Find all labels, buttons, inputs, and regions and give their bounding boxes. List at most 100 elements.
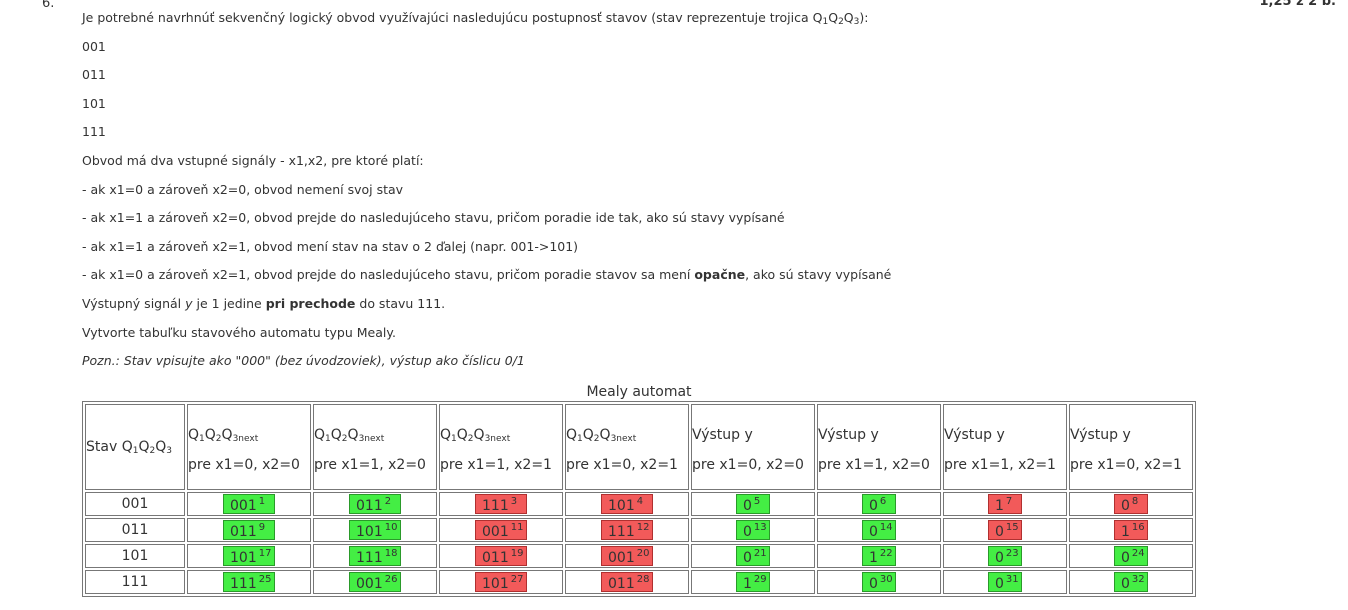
answer-input-output[interactable]: 1 22 [862,545,896,566]
next-state-cell: 011 9 [187,517,311,542]
answer-value: 111 [608,523,635,540]
answer-index: 21 [753,547,767,559]
output-cell: 0 24 [1069,543,1193,568]
rule-1: - ak x1=0 a zároveň x2=0, obvod nemení s… [82,181,404,197]
answer-index: 27 [510,573,524,585]
answer-input-state[interactable]: 101 4 [601,493,653,514]
output-header: Výstup y pre x1=1, x2=1 [943,403,1067,490]
table-row: 011 011 9 101 10 001 11 111 12 0 13 0 14 0 15 1 16 [85,517,1193,542]
next-state-cell: 001 26 [313,569,437,594]
state-cell: 101 [85,543,185,568]
answer-index: 32 [1131,573,1145,585]
answer-input-output[interactable]: 0 32 [1114,571,1148,592]
answer-value: 001 [356,575,383,592]
next-state-cell: 111 18 [313,543,437,568]
answer-input-output[interactable]: 0 14 [862,519,896,540]
answer-index: 23 [1005,547,1019,559]
answer-input-output[interactable]: 0 23 [988,545,1022,566]
next-state-cell: 011 28 [565,569,689,594]
answer-input-output[interactable]: 0 31 [988,571,1022,592]
state-cell: 111 [85,569,185,594]
answer-value: 0 [743,497,752,514]
answer-input-output[interactable]: 0 21 [736,545,770,566]
output-cell: 0 31 [943,569,1067,594]
answer-input-output[interactable]: 0 13 [736,519,770,540]
state-item: 011 [82,67,106,83]
output-cell: 0 32 [1069,569,1193,594]
next-state-cell: 111 25 [187,569,311,594]
output-cell: 0 15 [943,517,1067,542]
state-cell: 011 [85,517,185,542]
answer-input-state[interactable]: 011 2 [349,493,401,514]
answer-value: 001 [608,549,635,566]
answer-value: 011 [608,575,635,592]
answer-index: 17 [258,547,272,559]
answer-value: 101 [608,497,635,514]
table-row: 101 101 17 111 18 011 19 001 20 0 21 1 22 0 23 0 24 [85,543,1193,568]
answer-value: 111 [230,575,257,592]
answer-index: 26 [384,573,398,585]
intro-text: Je potrebné navrhnúť sekvenčný logický o… [82,10,869,27]
answer-input-state[interactable]: 011 19 [475,545,527,566]
answer-input-state[interactable]: 111 25 [223,571,275,592]
answer-index: 1 [258,495,266,507]
answer-value: 1 [995,497,1004,514]
answer-value: 1 [743,575,752,592]
table-caption: Mealy automat [586,383,692,400]
answer-index: 14 [879,521,893,533]
answer-input-output[interactable]: 0 15 [988,519,1022,540]
answer-index: 9 [258,521,266,533]
answer-input-output[interactable]: 0 30 [862,571,896,592]
answer-value: 0 [743,523,752,540]
next-state-cell: 011 2 [313,491,437,516]
next-state-cell: 101 17 [187,543,311,568]
answer-index: 24 [1131,547,1145,559]
answer-input-state[interactable]: 111 18 [349,545,401,566]
next-state-cell: 101 4 [565,491,689,516]
answer-input-output[interactable]: 0 24 [1114,545,1148,566]
next-state-cell: 101 27 [439,569,563,594]
answer-index: 8 [1131,495,1139,507]
answer-index: 13 [753,521,767,533]
answer-value: 101 [356,523,383,540]
answer-index: 20 [636,547,650,559]
answer-value: 011 [482,549,509,566]
output-header: Výstup y pre x1=0, x2=1 [1069,403,1193,490]
answer-input-state[interactable]: 001 26 [349,571,401,592]
output-header: Výstup y pre x1=1, x2=0 [817,403,941,490]
answer-input-state[interactable]: 101 10 [349,519,401,540]
answer-index: 16 [1131,521,1145,533]
answer-input-state[interactable]: 011 28 [601,571,653,592]
answer-input-state[interactable]: 101 27 [475,571,527,592]
answer-value: 111 [482,497,509,514]
answer-value: 0 [995,523,1004,540]
answer-input-state[interactable]: 101 17 [223,545,275,566]
answer-value: 1 [1121,523,1130,540]
points-label: 1,25 z 2 b. [1259,0,1336,9]
next-state-header: Q1Q2Q3next pre x1=1, x2=1 [439,403,563,490]
answer-index: 15 [1005,521,1019,533]
state-item: 111 [82,124,106,140]
next-state-cell: 001 1 [187,491,311,516]
answer-index: 2 [384,495,392,507]
next-state-cell: 011 19 [439,543,563,568]
output-cell: 0 13 [691,517,815,542]
answer-input-output[interactable]: 1 16 [1114,519,1148,540]
answer-input-output[interactable]: 1 29 [736,571,770,592]
inputs-description: Obvod má dva vstupné signály - x1,x2, pr… [82,152,424,168]
answer-input-state[interactable]: 001 11 [475,519,527,540]
answer-input-state[interactable]: 111 12 [601,519,653,540]
answer-index: 19 [510,547,524,559]
answer-input-state[interactable]: 001 20 [601,545,653,566]
output-cell: 1 29 [691,569,815,594]
answer-value: 011 [230,523,257,540]
answer-input-state[interactable]: 001 1 [223,493,275,514]
state-item: 101 [82,95,106,111]
answer-input-state[interactable]: 011 9 [223,519,275,540]
answer-input-state[interactable]: 111 3 [475,493,527,514]
